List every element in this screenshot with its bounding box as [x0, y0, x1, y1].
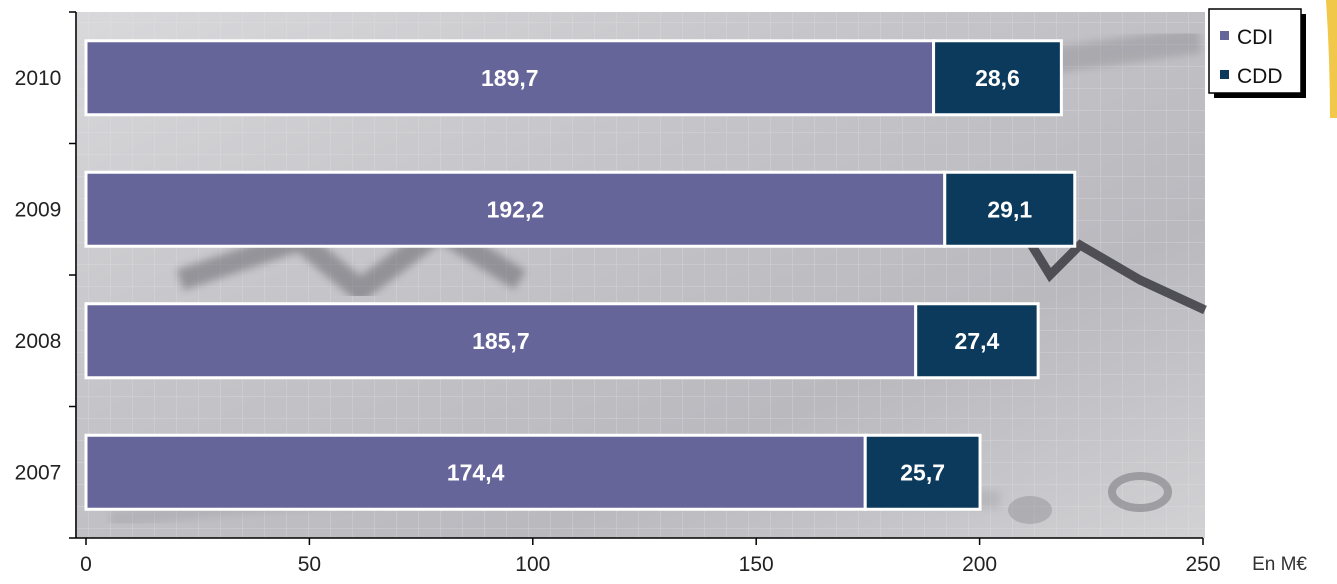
category-label-2010: 2010 — [15, 67, 62, 90]
x-tick-label: 100 — [515, 553, 550, 576]
x-tick-label: 50 — [298, 553, 321, 576]
x-tick-label: 200 — [962, 553, 997, 576]
legend-swatch-cdd — [1220, 70, 1229, 79]
legend: CDI CDD — [1208, 8, 1306, 98]
legend-swatch-cdi — [1220, 31, 1229, 40]
x-tick-label: 0 — [80, 553, 92, 576]
labels: 2010 189,7 28,6 2009 192,2 29,1 2008 185,7 27,4 2… — [15, 65, 1033, 486]
value-label-cdd-2009: 29,1 — [987, 196, 1032, 222]
category-label-2008: 2008 — [15, 330, 62, 353]
value-label-cdi-2008: 185,7 — [472, 328, 530, 354]
bars — [84, 39, 1077, 511]
value-label-cdd-2007: 25,7 — [900, 459, 945, 485]
value-label-cdi-2010: 189,7 — [481, 65, 539, 91]
bar-cdi-2010 — [84, 39, 936, 117]
value-label-cdd-2008: 27,4 — [955, 328, 1000, 354]
axes: 0 50 100 150 200 250 — [69, 11, 1221, 576]
bar-cdd-2009 — [943, 170, 1077, 248]
bar-cdi-2008 — [84, 302, 918, 380]
bar-cdd-2010 — [932, 39, 1063, 117]
category-label-2007: 2007 — [15, 461, 62, 484]
bar-cdd-2008 — [914, 302, 1040, 380]
x-tick-label: 250 — [1185, 553, 1220, 576]
value-label-cdd-2010: 28,6 — [975, 65, 1020, 91]
bar-cdd-2007 — [863, 433, 982, 511]
value-label-cdi-2009: 192,2 — [487, 196, 545, 222]
legend-label-cdd: CDD — [1237, 65, 1283, 88]
legend-label-cdi: CDI — [1237, 26, 1273, 49]
value-label-cdi-2007: 174,4 — [447, 459, 505, 485]
x-tick-label: 150 — [739, 553, 774, 576]
corner-accent — [1326, 0, 1337, 118]
unit-label: En M€ — [1252, 554, 1307, 575]
category-label-2009: 2009 — [15, 198, 62, 221]
